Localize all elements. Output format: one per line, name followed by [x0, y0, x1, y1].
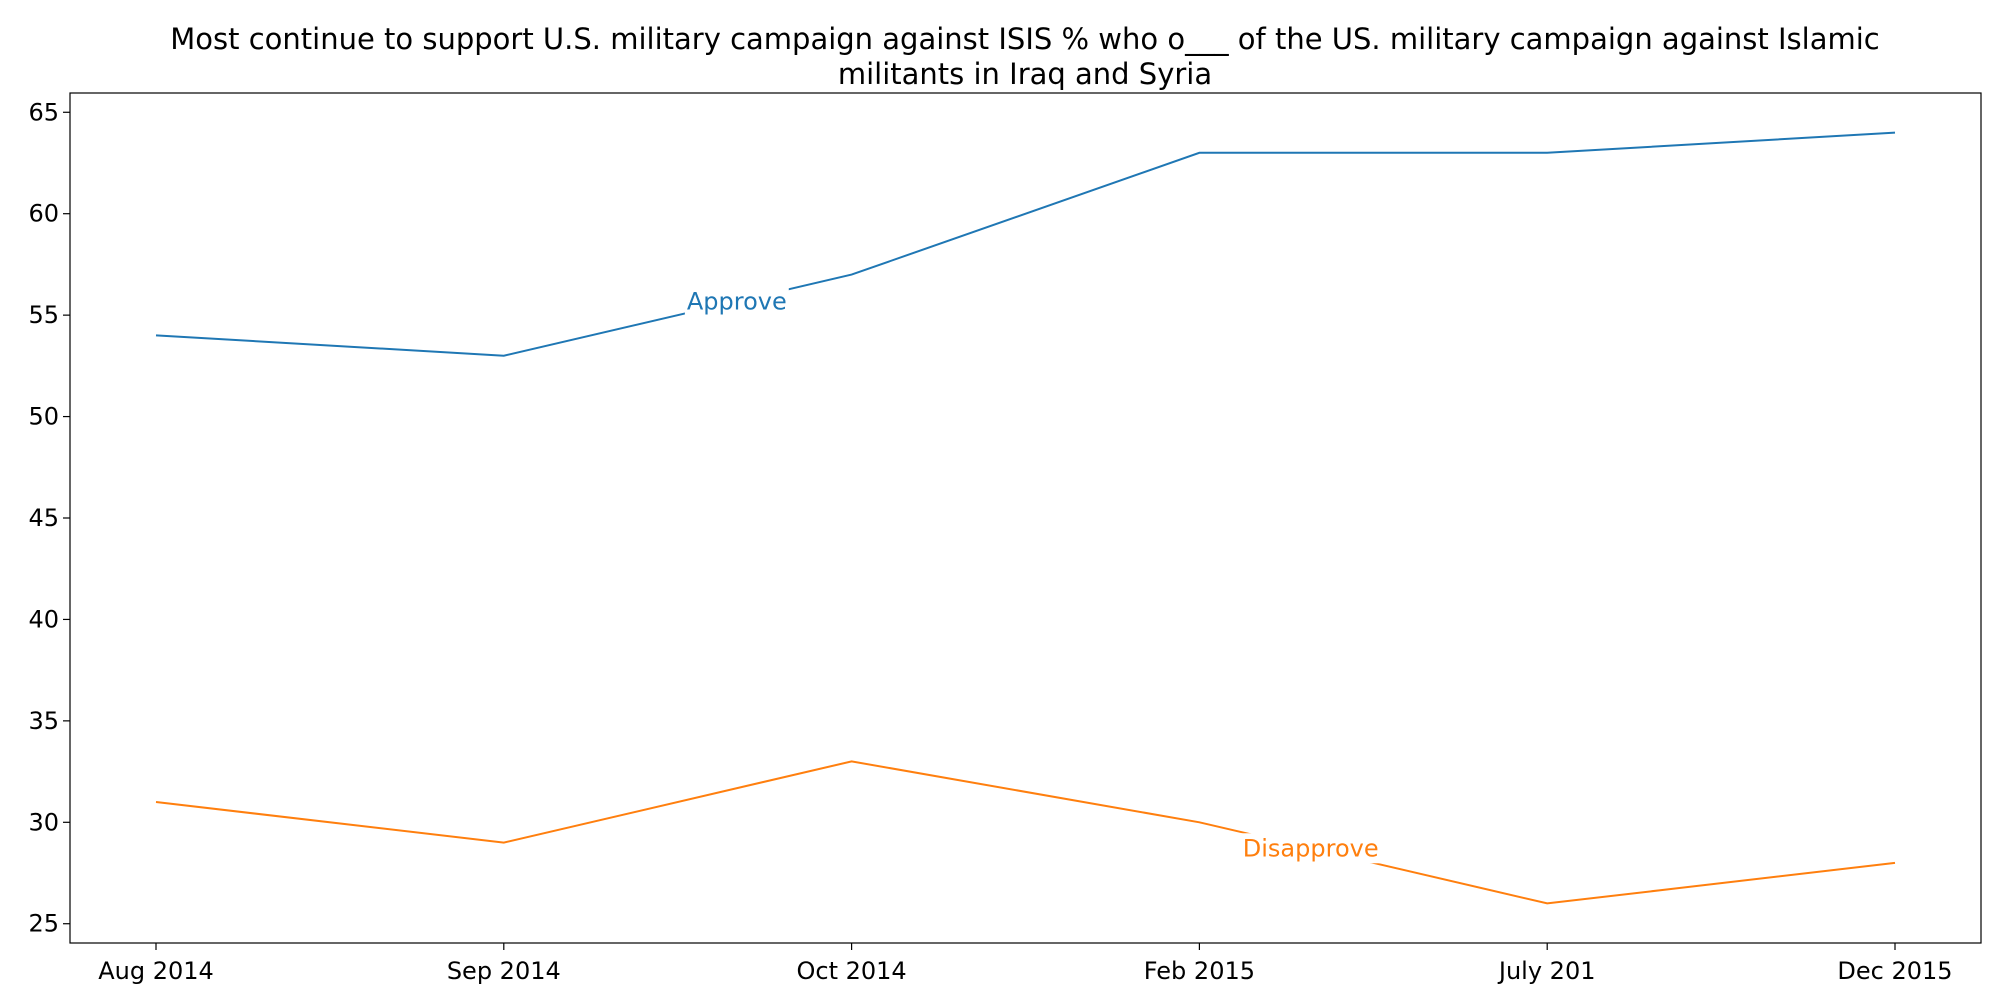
y-tick-label: 60: [28, 200, 59, 228]
y-tick-label: 65: [28, 98, 59, 126]
chart-title-line-2: militants in Iraq and Syria: [838, 57, 1212, 91]
y-tick-label: 55: [28, 301, 59, 329]
series-label-approve: Approve: [687, 287, 787, 315]
y-tick-label: 35: [28, 707, 59, 735]
x-tick-label: Dec 2015: [1837, 957, 1952, 985]
y-tick-label: 30: [28, 808, 59, 836]
x-tick-label: Oct 2014: [796, 957, 906, 985]
series-label-disapprove: Disapprove: [1243, 834, 1379, 862]
series-label-background: [1240, 833, 1381, 864]
series-group: Approve Disapprove: [155, 131, 1896, 905]
plot-area: [69, 92, 1982, 944]
series-line-disapprove: [155, 760, 1896, 905]
y-tick-label: 45: [28, 504, 59, 532]
y-tick-label: 50: [28, 403, 59, 431]
x-tick-label: Aug 2014: [98, 957, 214, 985]
y-tick-label: 25: [28, 910, 59, 938]
series-label-background: [684, 286, 789, 317]
x-tick-label: July 201: [1497, 957, 1596, 985]
series-line-approve: [155, 131, 1896, 357]
x-tick-label: Feb 2015: [1144, 957, 1255, 985]
chart-title-line-1: Most continue to support U.S. military c…: [170, 22, 1880, 56]
x-tick-label: Sep 2014: [447, 957, 561, 985]
y-axis: 25 30 35 40 45 50 55 60 65: [28, 98, 70, 938]
y-tick-label: 40: [28, 605, 59, 633]
x-axis: Aug 2014 Sep 2014 Oct 2014 Feb 2015 July 201…: [98, 943, 1953, 985]
